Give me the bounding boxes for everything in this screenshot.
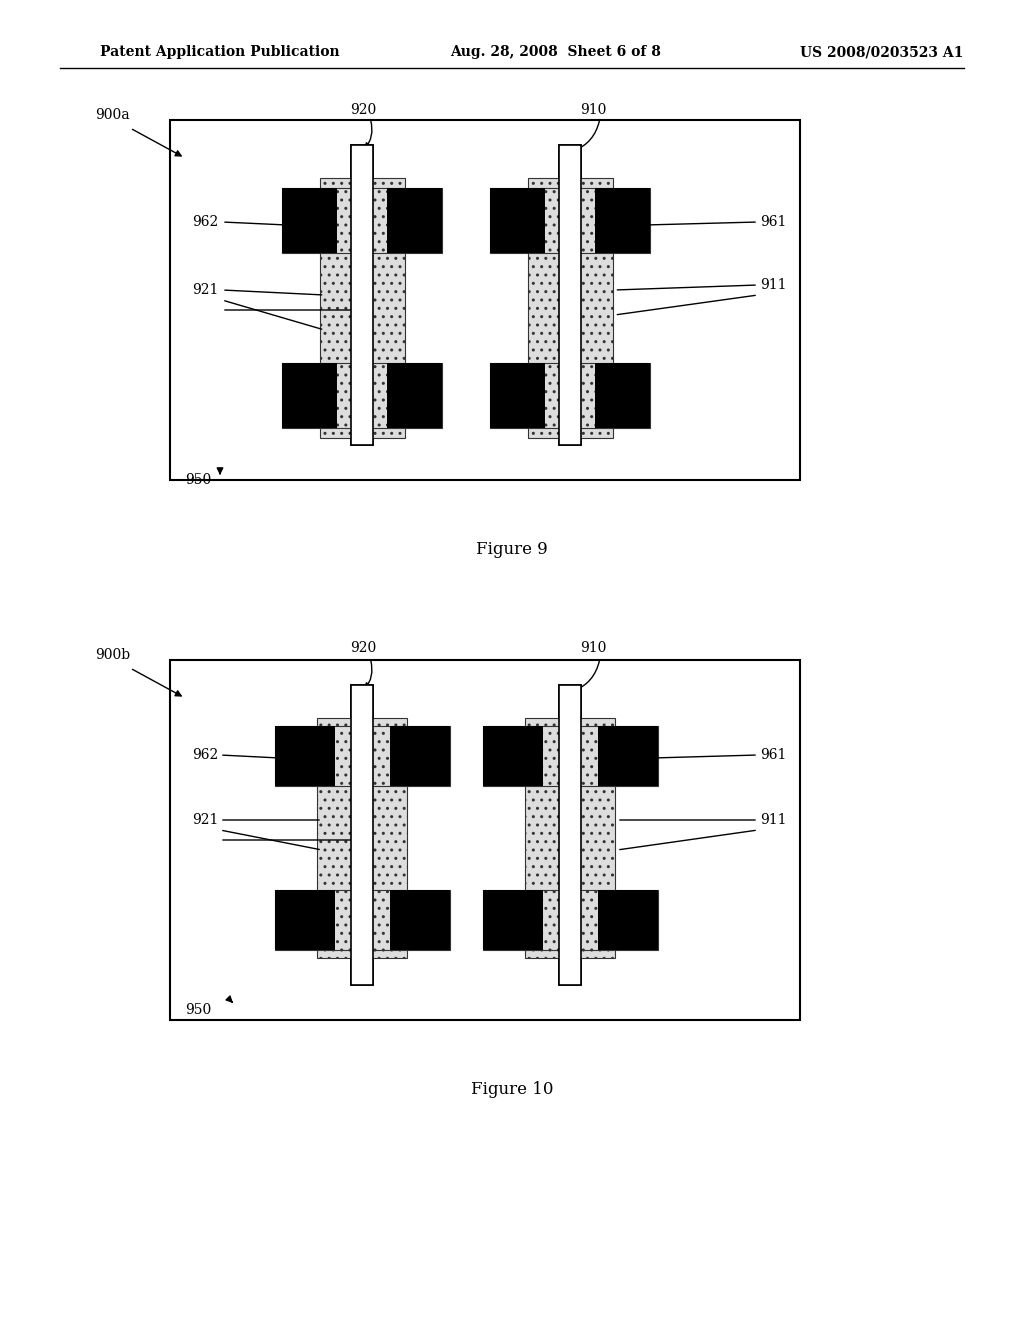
Text: 911: 911	[760, 279, 786, 292]
Bar	[490, 363, 650, 428]
Bar	[282, 187, 442, 253]
Bar	[274, 726, 450, 785]
Bar	[319, 178, 404, 438]
Text: Figure 9: Figure 9	[476, 541, 548, 558]
Text: 911: 911	[760, 813, 786, 828]
Bar	[482, 726, 543, 785]
Text: 961: 961	[760, 215, 786, 228]
Bar	[559, 145, 581, 445]
Bar	[351, 685, 373, 985]
Bar	[559, 685, 581, 985]
FancyBboxPatch shape	[170, 120, 800, 480]
Bar	[282, 363, 337, 428]
Text: 900b: 900b	[95, 648, 130, 663]
Bar	[282, 363, 442, 428]
Bar	[351, 145, 373, 445]
Bar	[317, 718, 407, 958]
Bar	[595, 363, 650, 428]
Bar	[597, 890, 657, 950]
Text: 910: 910	[580, 103, 606, 117]
Text: 920: 920	[350, 642, 376, 655]
Bar	[482, 726, 657, 785]
Bar	[351, 145, 373, 445]
Text: 921: 921	[193, 282, 218, 297]
Bar	[389, 726, 450, 785]
Text: 921: 921	[193, 813, 218, 828]
Bar	[351, 685, 373, 985]
Bar	[527, 178, 612, 438]
Text: US 2008/0203523 A1: US 2008/0203523 A1	[800, 45, 964, 59]
FancyBboxPatch shape	[170, 660, 800, 1020]
Text: 962: 962	[193, 748, 218, 762]
Bar	[282, 187, 337, 253]
Bar	[274, 890, 450, 950]
Bar	[389, 890, 450, 950]
Bar	[597, 726, 657, 785]
Text: 950: 950	[185, 1003, 211, 1016]
Bar	[525, 718, 615, 958]
Bar	[559, 685, 581, 985]
Text: 900a: 900a	[95, 108, 130, 121]
Text: 962: 962	[193, 215, 218, 228]
Bar	[274, 890, 335, 950]
Bar	[387, 187, 442, 253]
Bar	[559, 145, 581, 445]
Bar	[387, 363, 442, 428]
Text: Figure 10: Figure 10	[471, 1081, 553, 1098]
Text: 950: 950	[185, 473, 211, 487]
Text: 961: 961	[760, 748, 786, 762]
Text: Patent Application Publication: Patent Application Publication	[100, 45, 340, 59]
Text: 910: 910	[580, 642, 606, 655]
Bar	[490, 187, 650, 253]
Bar	[490, 363, 545, 428]
Text: Aug. 28, 2008  Sheet 6 of 8: Aug. 28, 2008 Sheet 6 of 8	[450, 45, 660, 59]
Bar	[482, 890, 543, 950]
Bar	[274, 726, 335, 785]
Bar	[595, 187, 650, 253]
Bar	[482, 890, 657, 950]
Text: 920: 920	[350, 103, 376, 117]
Bar	[490, 187, 545, 253]
